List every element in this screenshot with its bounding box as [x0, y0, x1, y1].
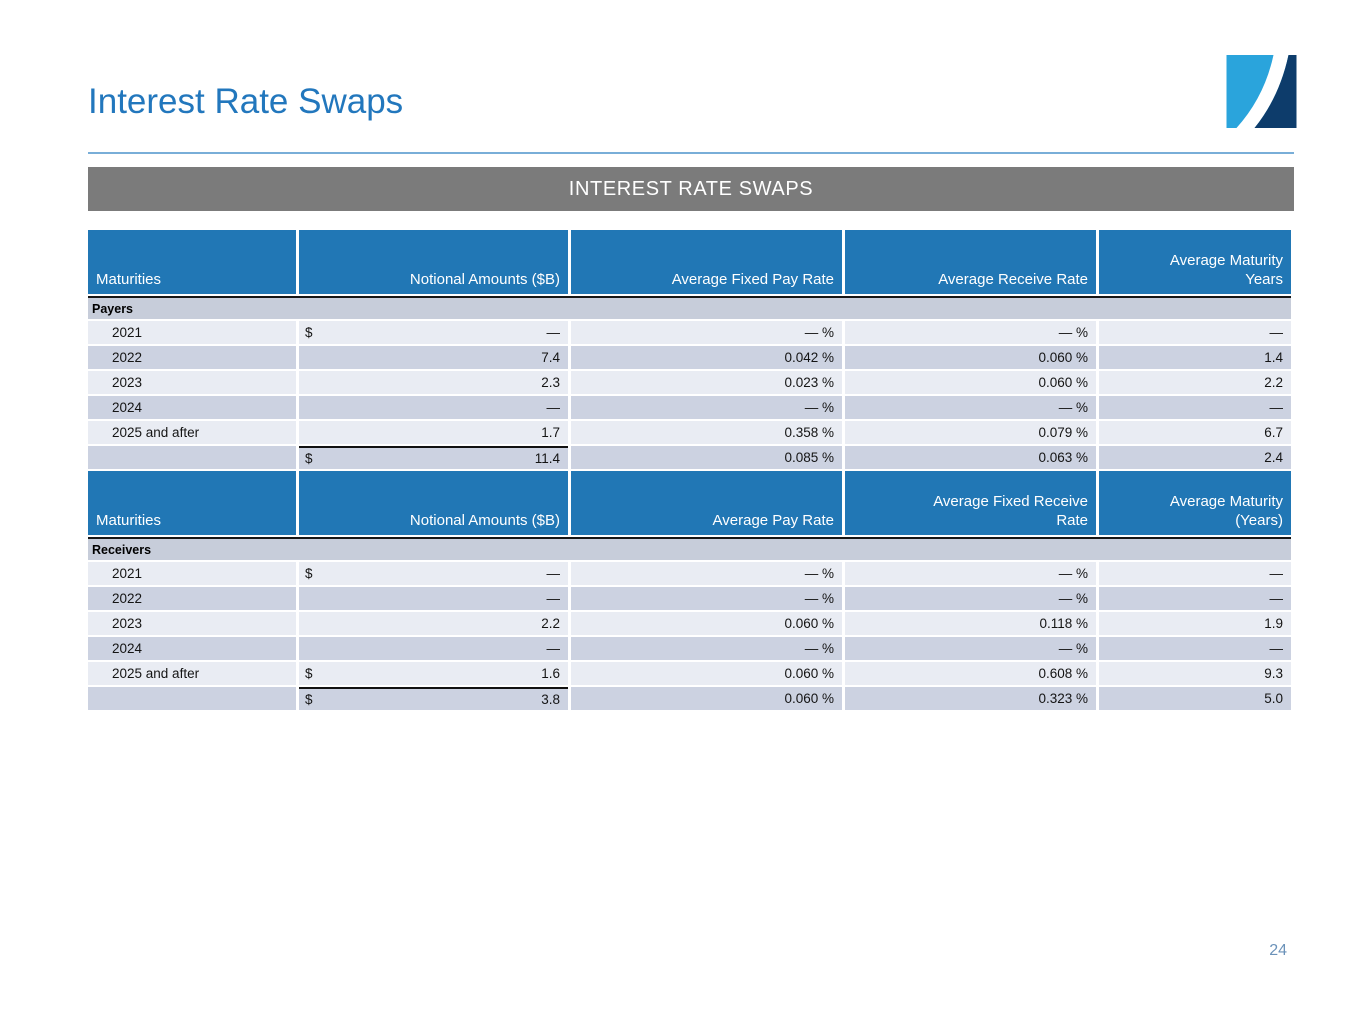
notional-value: — — [546, 325, 561, 340]
years-cell: — — [1099, 321, 1291, 344]
page-number: 24 — [1269, 942, 1287, 959]
notional-cell: $ — — [299, 562, 568, 585]
years-cell: — — [1099, 396, 1291, 419]
years-cell: — — [1099, 562, 1291, 585]
tables-container: Maturities Notional Amounts ($B) Average F… — [88, 230, 1294, 710]
rate-cell: — % — [571, 587, 842, 610]
rate-cell: 0.060 % — [571, 662, 842, 685]
maturity-cell — [88, 446, 296, 469]
notional-cell: — — [299, 587, 568, 610]
column-header: Notional Amounts ($B) — [299, 471, 568, 535]
notional-cell: 1.7 — [299, 421, 568, 444]
rate-cell: 0.060 % — [845, 371, 1096, 394]
notional-value: 1.6 — [541, 666, 560, 681]
rate-cell: — % — [571, 637, 842, 660]
notional-cell: $ — — [299, 321, 568, 344]
dollar-sign: $ — [305, 325, 313, 340]
notional-value: 7.4 — [541, 350, 560, 365]
title-underline — [88, 152, 1294, 154]
column-header: Average Receive Rate — [845, 230, 1096, 294]
rate-cell: 0.358 % — [571, 421, 842, 444]
dollar-sign: $ — [305, 666, 313, 681]
column-header: Average Pay Rate — [571, 471, 842, 535]
company-logo — [1226, 55, 1297, 128]
rate-cell: — % — [571, 321, 842, 344]
rate-cell: 0.060 % — [845, 346, 1096, 369]
years-cell: 2.2 — [1099, 371, 1291, 394]
years-cell: 6.7 — [1099, 421, 1291, 444]
column-header: Maturities — [88, 230, 296, 294]
rate-cell: — % — [571, 396, 842, 419]
notional-cell: 7.4 — [299, 346, 568, 369]
maturity-cell: 2024 — [88, 396, 296, 419]
years-cell: 9.3 — [1099, 662, 1291, 685]
column-header: Average Maturity Years — [1099, 230, 1291, 294]
notional-cell: $11.4 — [299, 446, 568, 469]
years-cell: — — [1099, 587, 1291, 610]
notional-cell: 2.3 — [299, 371, 568, 394]
rate-cell: — % — [845, 396, 1096, 419]
payers-table: Maturities Notional Amounts ($B) Average F… — [88, 230, 1294, 469]
notional-value: 1.7 — [541, 425, 560, 440]
maturity-cell: 2025 and after — [88, 662, 296, 685]
swoosh-square-icon — [1226, 55, 1297, 128]
notional-value: 11.4 — [534, 451, 560, 466]
dollar-sign: $ — [305, 566, 313, 581]
rate-cell: 0.118 % — [845, 612, 1096, 635]
rate-cell: — % — [845, 587, 1096, 610]
section-banner: INTEREST RATE SWAPS — [88, 167, 1294, 211]
rate-cell: — % — [845, 637, 1096, 660]
notional-value: 2.3 — [541, 375, 560, 390]
years-cell: 1.4 — [1099, 346, 1291, 369]
maturity-cell: 2023 — [88, 371, 296, 394]
years-cell: 5.0 — [1099, 687, 1291, 710]
column-header: Average Maturity (Years) — [1099, 471, 1291, 535]
notional-value: — — [546, 400, 561, 415]
column-header: Notional Amounts ($B) — [299, 230, 568, 294]
maturity-cell: 2021 — [88, 321, 296, 344]
maturity-cell: 2025 and after — [88, 421, 296, 444]
column-header: Average Fixed Pay Rate — [571, 230, 842, 294]
maturity-cell: 2022 — [88, 346, 296, 369]
rate-cell: — % — [845, 562, 1096, 585]
rate-cell: — % — [571, 562, 842, 585]
years-cell: 2.4 — [1099, 446, 1291, 469]
column-header: Average Fixed Receive Rate — [845, 471, 1096, 535]
page-title: Interest Rate Swaps — [88, 82, 404, 121]
rate-cell: 0.060 % — [571, 687, 842, 710]
rate-cell: 0.042 % — [571, 346, 842, 369]
rate-cell: 0.085 % — [571, 446, 842, 469]
notional-value: — — [546, 566, 561, 581]
years-cell: — — [1099, 637, 1291, 660]
notional-value: 2.2 — [541, 616, 560, 631]
notional-value: 3.8 — [541, 692, 560, 707]
rate-cell: 0.079 % — [845, 421, 1096, 444]
dollar-sign: $ — [305, 692, 313, 707]
notional-cell: — — [299, 396, 568, 419]
notional-cell: $3.8 — [299, 687, 568, 710]
maturity-cell — [88, 687, 296, 710]
dollar-sign: $ — [305, 451, 313, 466]
maturity-cell: 2021 — [88, 562, 296, 585]
maturity-cell: 2024 — [88, 637, 296, 660]
rate-cell: — % — [845, 321, 1096, 344]
rate-cell: 0.023 % — [571, 371, 842, 394]
notional-value: — — [546, 641, 561, 656]
years-cell: 1.9 — [1099, 612, 1291, 635]
maturity-cell: 2022 — [88, 587, 296, 610]
maturity-cell: 2023 — [88, 612, 296, 635]
column-header: Maturities — [88, 471, 296, 535]
notional-cell: — — [299, 637, 568, 660]
section-label: Receivers — [88, 537, 1291, 560]
notional-cell: 2.2 — [299, 612, 568, 635]
notional-cell: $1.6 — [299, 662, 568, 685]
rate-cell: 0.063 % — [845, 446, 1096, 469]
section-label: Payers — [88, 296, 1291, 319]
rate-cell: 0.608 % — [845, 662, 1096, 685]
rate-cell: 0.060 % — [571, 612, 842, 635]
rate-cell: 0.323 % — [845, 687, 1096, 710]
notional-value: — — [546, 591, 561, 606]
receivers-table: Maturities Notional Amounts ($B) Average P… — [88, 471, 1294, 710]
